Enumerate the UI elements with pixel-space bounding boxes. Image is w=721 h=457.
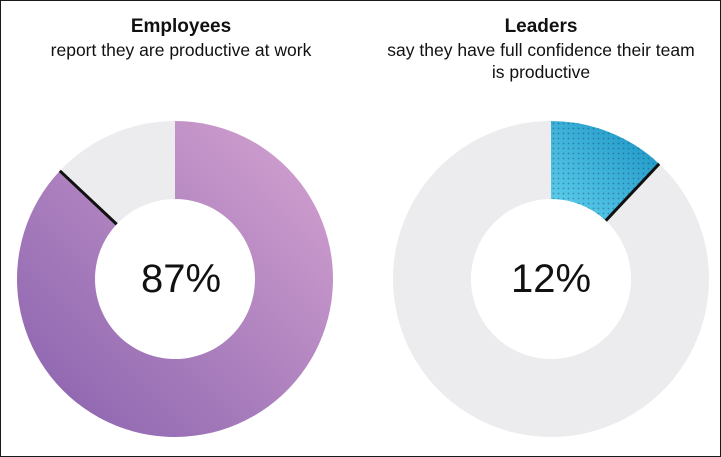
employees-subtitle: report they are productive at work bbox=[50, 40, 312, 60]
leaders-donut-chart bbox=[393, 121, 709, 438]
leaders-highlight-texture bbox=[551, 121, 660, 221]
employees-panel: Employees report they are productive at … bbox=[1, 1, 361, 456]
leaders-subtitle: say they have full confidence their team… bbox=[387, 40, 695, 82]
employees-percent-label: 87% bbox=[140, 257, 222, 301]
leaders-slice-separator bbox=[604, 162, 661, 222]
employees-title: Employees bbox=[130, 16, 232, 37]
leaders-panel: Leaders say they have full confidence th… bbox=[361, 1, 721, 456]
leaders-percent-label: 12% bbox=[510, 257, 592, 301]
employees-donut-chart bbox=[16, 121, 333, 437]
employees-heading: Employees report they are productive at … bbox=[1, 15, 361, 61]
employees-highlight-slice bbox=[16, 121, 333, 437]
leaders-title: Leaders bbox=[504, 16, 578, 37]
leaders-heading: Leaders say they have full confidence th… bbox=[361, 15, 721, 83]
leaders-remainder-slice bbox=[393, 121, 709, 438]
employees-remainder-slice bbox=[59, 121, 176, 225]
employees-slice-separator bbox=[58, 169, 118, 226]
